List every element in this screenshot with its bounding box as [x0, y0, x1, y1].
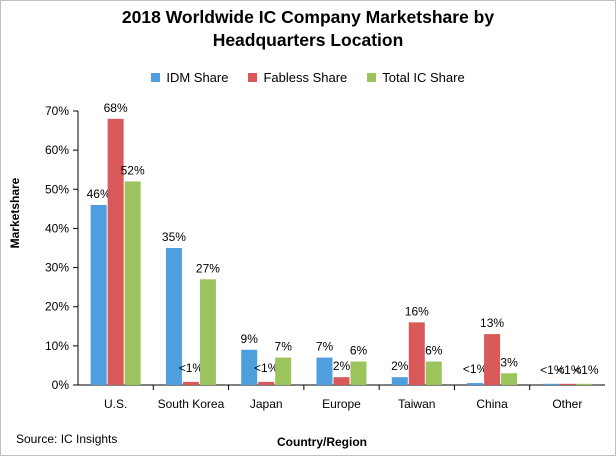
legend-label-idm: IDM Share [166, 70, 229, 85]
legend-swatch-total [367, 73, 377, 82]
y-axis-title: Marketshare [8, 177, 22, 248]
data-label: 16% [405, 304, 429, 318]
bar-total-ic-share [124, 181, 141, 385]
bar-total-ic-share [275, 357, 292, 385]
bar-fabless-share [258, 381, 275, 385]
data-label: <1% [557, 363, 582, 377]
data-label: 46% [87, 187, 111, 201]
bar-fabless-share [107, 118, 124, 385]
y-tick-label: 0% [52, 378, 70, 392]
bar-total-ic-share [199, 279, 216, 385]
bar-total-ic-share [576, 383, 593, 385]
x-tick-label: South Korea [158, 397, 225, 411]
y-tick-label: 50% [45, 182, 69, 196]
data-label: 27% [196, 261, 220, 275]
data-label: 7% [316, 340, 334, 354]
x-tick-label: Japan [250, 397, 283, 411]
data-label: 9% [241, 332, 259, 346]
legend-label-total: Total IC Share [382, 70, 465, 85]
x-tick-label: Taiwan [398, 397, 435, 411]
x-tick-label: Other [552, 397, 582, 411]
bar-idm-share [542, 383, 559, 385]
bar-total-ic-share [501, 373, 518, 385]
y-tick-label: 20% [45, 300, 69, 314]
x-tick-label: China [476, 397, 508, 411]
data-label: <1% [463, 362, 488, 376]
x-axis-title: Country/Region [277, 435, 367, 449]
bar-idm-share [241, 349, 258, 385]
data-label: 6% [350, 344, 368, 358]
chart-legend: IDM Share Fabless Share Total IC Share [0, 70, 616, 85]
legend-label-fabless: Fabless Share [263, 70, 348, 85]
data-label: <1% [254, 361, 279, 375]
data-label: 6% [425, 344, 443, 358]
x-tick-label: U.S. [104, 397, 127, 411]
legend-item-fabless: Fabless Share [248, 70, 347, 85]
data-label: 52% [121, 163, 145, 177]
data-label: <1% [540, 363, 565, 377]
y-tick-label: 40% [45, 221, 69, 235]
chart-title-line-1: 2018 Worldwide IC Company Marketshare by [121, 7, 495, 27]
data-label: 13% [480, 316, 504, 330]
bar-idm-share [316, 357, 333, 385]
bar-idm-share [467, 383, 484, 385]
data-label: <1% [179, 361, 204, 375]
bar-total-ic-share [425, 361, 442, 385]
y-tick-label: 10% [45, 339, 69, 353]
bar-idm-share [90, 204, 107, 385]
legend-swatch-idm [151, 73, 161, 82]
bar-total-ic-share [350, 361, 367, 385]
bar-idm-share [165, 248, 182, 385]
bar-fabless-share [408, 322, 425, 385]
data-label: <1% [574, 363, 599, 377]
y-tick-label: 60% [45, 143, 69, 157]
x-tick-label: Europe [322, 397, 361, 411]
data-label: 35% [162, 230, 186, 244]
bar-idm-share [391, 377, 408, 385]
bar-fabless-share [484, 334, 501, 385]
data-label: 2% [333, 359, 351, 373]
y-tick-label: 30% [45, 261, 69, 275]
legend-item-idm: IDM Share [151, 70, 228, 85]
source-note: Source: IC Insights [16, 432, 118, 446]
chart-title: 2018 Worldwide IC Company Marketshare by… [0, 6, 616, 52]
legend-swatch-fabless [248, 73, 258, 82]
data-label: 68% [104, 101, 128, 115]
bar-fabless-share [182, 381, 199, 385]
data-label: 7% [275, 340, 293, 354]
y-tick-label: 70% [45, 104, 69, 118]
chart-title-line-2: Headquarters Location [212, 30, 404, 50]
bar-fabless-share [333, 377, 350, 385]
data-label: 3% [500, 355, 518, 369]
bar-fabless-share [559, 383, 576, 385]
legend-item-total: Total IC Share [367, 70, 465, 85]
data-label: 2% [391, 359, 409, 373]
